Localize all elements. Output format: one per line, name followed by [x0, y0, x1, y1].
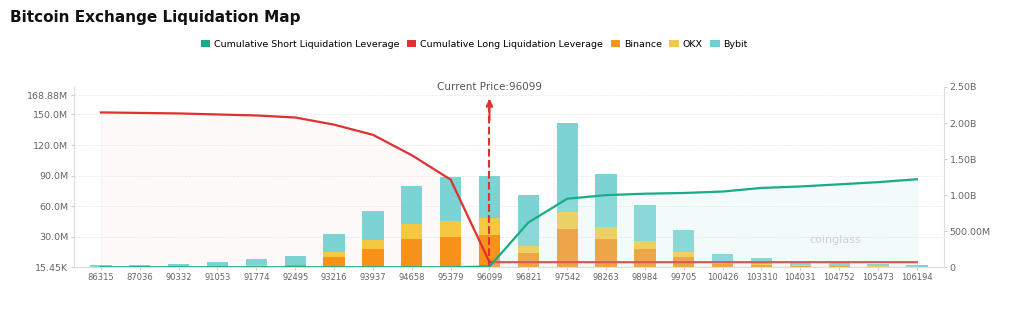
Bar: [556, 123, 578, 212]
Bar: [712, 253, 733, 263]
Bar: [324, 234, 345, 252]
Bar: [401, 186, 423, 224]
Bar: [867, 264, 889, 267]
Bar: [634, 205, 655, 241]
Bar: [751, 258, 772, 264]
Bar: [595, 174, 616, 226]
Bar: [518, 246, 539, 253]
Bar: [324, 252, 345, 257]
Bar: [285, 264, 306, 265]
Bar: [440, 222, 462, 237]
Text: coinglass: coinglass: [809, 235, 861, 245]
Bar: [518, 195, 539, 246]
Bar: [556, 229, 578, 267]
Bar: [168, 264, 189, 267]
Bar: [712, 264, 733, 267]
Bar: [246, 259, 267, 265]
Bar: [285, 256, 306, 264]
Bar: [246, 265, 267, 266]
Bar: [246, 266, 267, 267]
Bar: [673, 230, 694, 252]
Bar: [479, 235, 500, 267]
Bar: [790, 261, 811, 265]
Bar: [207, 266, 228, 267]
Bar: [401, 224, 423, 239]
Bar: [518, 253, 539, 267]
Bar: [479, 218, 500, 235]
Bar: [751, 265, 772, 267]
Bar: [828, 262, 850, 266]
Bar: [790, 266, 811, 267]
Bar: [712, 263, 733, 264]
Bar: [673, 252, 694, 257]
Bar: [362, 249, 384, 267]
Bar: [751, 264, 772, 265]
Bar: [362, 240, 384, 249]
Bar: [440, 237, 462, 267]
Bar: [634, 249, 655, 267]
Bar: [790, 265, 811, 266]
Bar: [401, 239, 423, 267]
Bar: [906, 265, 928, 267]
Legend: Cumulative Short Liquidation Leverage, Cumulative Long Liquidation Leverage, Bin: Cumulative Short Liquidation Leverage, C…: [197, 36, 752, 52]
Bar: [90, 265, 112, 267]
Bar: [324, 257, 345, 267]
Text: Current Price:96099: Current Price:96099: [437, 82, 542, 92]
Bar: [285, 265, 306, 267]
Bar: [634, 241, 655, 249]
Bar: [479, 175, 500, 218]
Text: Bitcoin Exchange Liquidation Map: Bitcoin Exchange Liquidation Map: [10, 10, 301, 25]
Bar: [207, 262, 228, 266]
Bar: [595, 239, 616, 267]
Bar: [828, 266, 850, 267]
Bar: [595, 226, 616, 239]
Bar: [440, 176, 462, 222]
Bar: [362, 211, 384, 240]
Bar: [556, 212, 578, 229]
Bar: [129, 265, 151, 267]
Bar: [673, 257, 694, 267]
